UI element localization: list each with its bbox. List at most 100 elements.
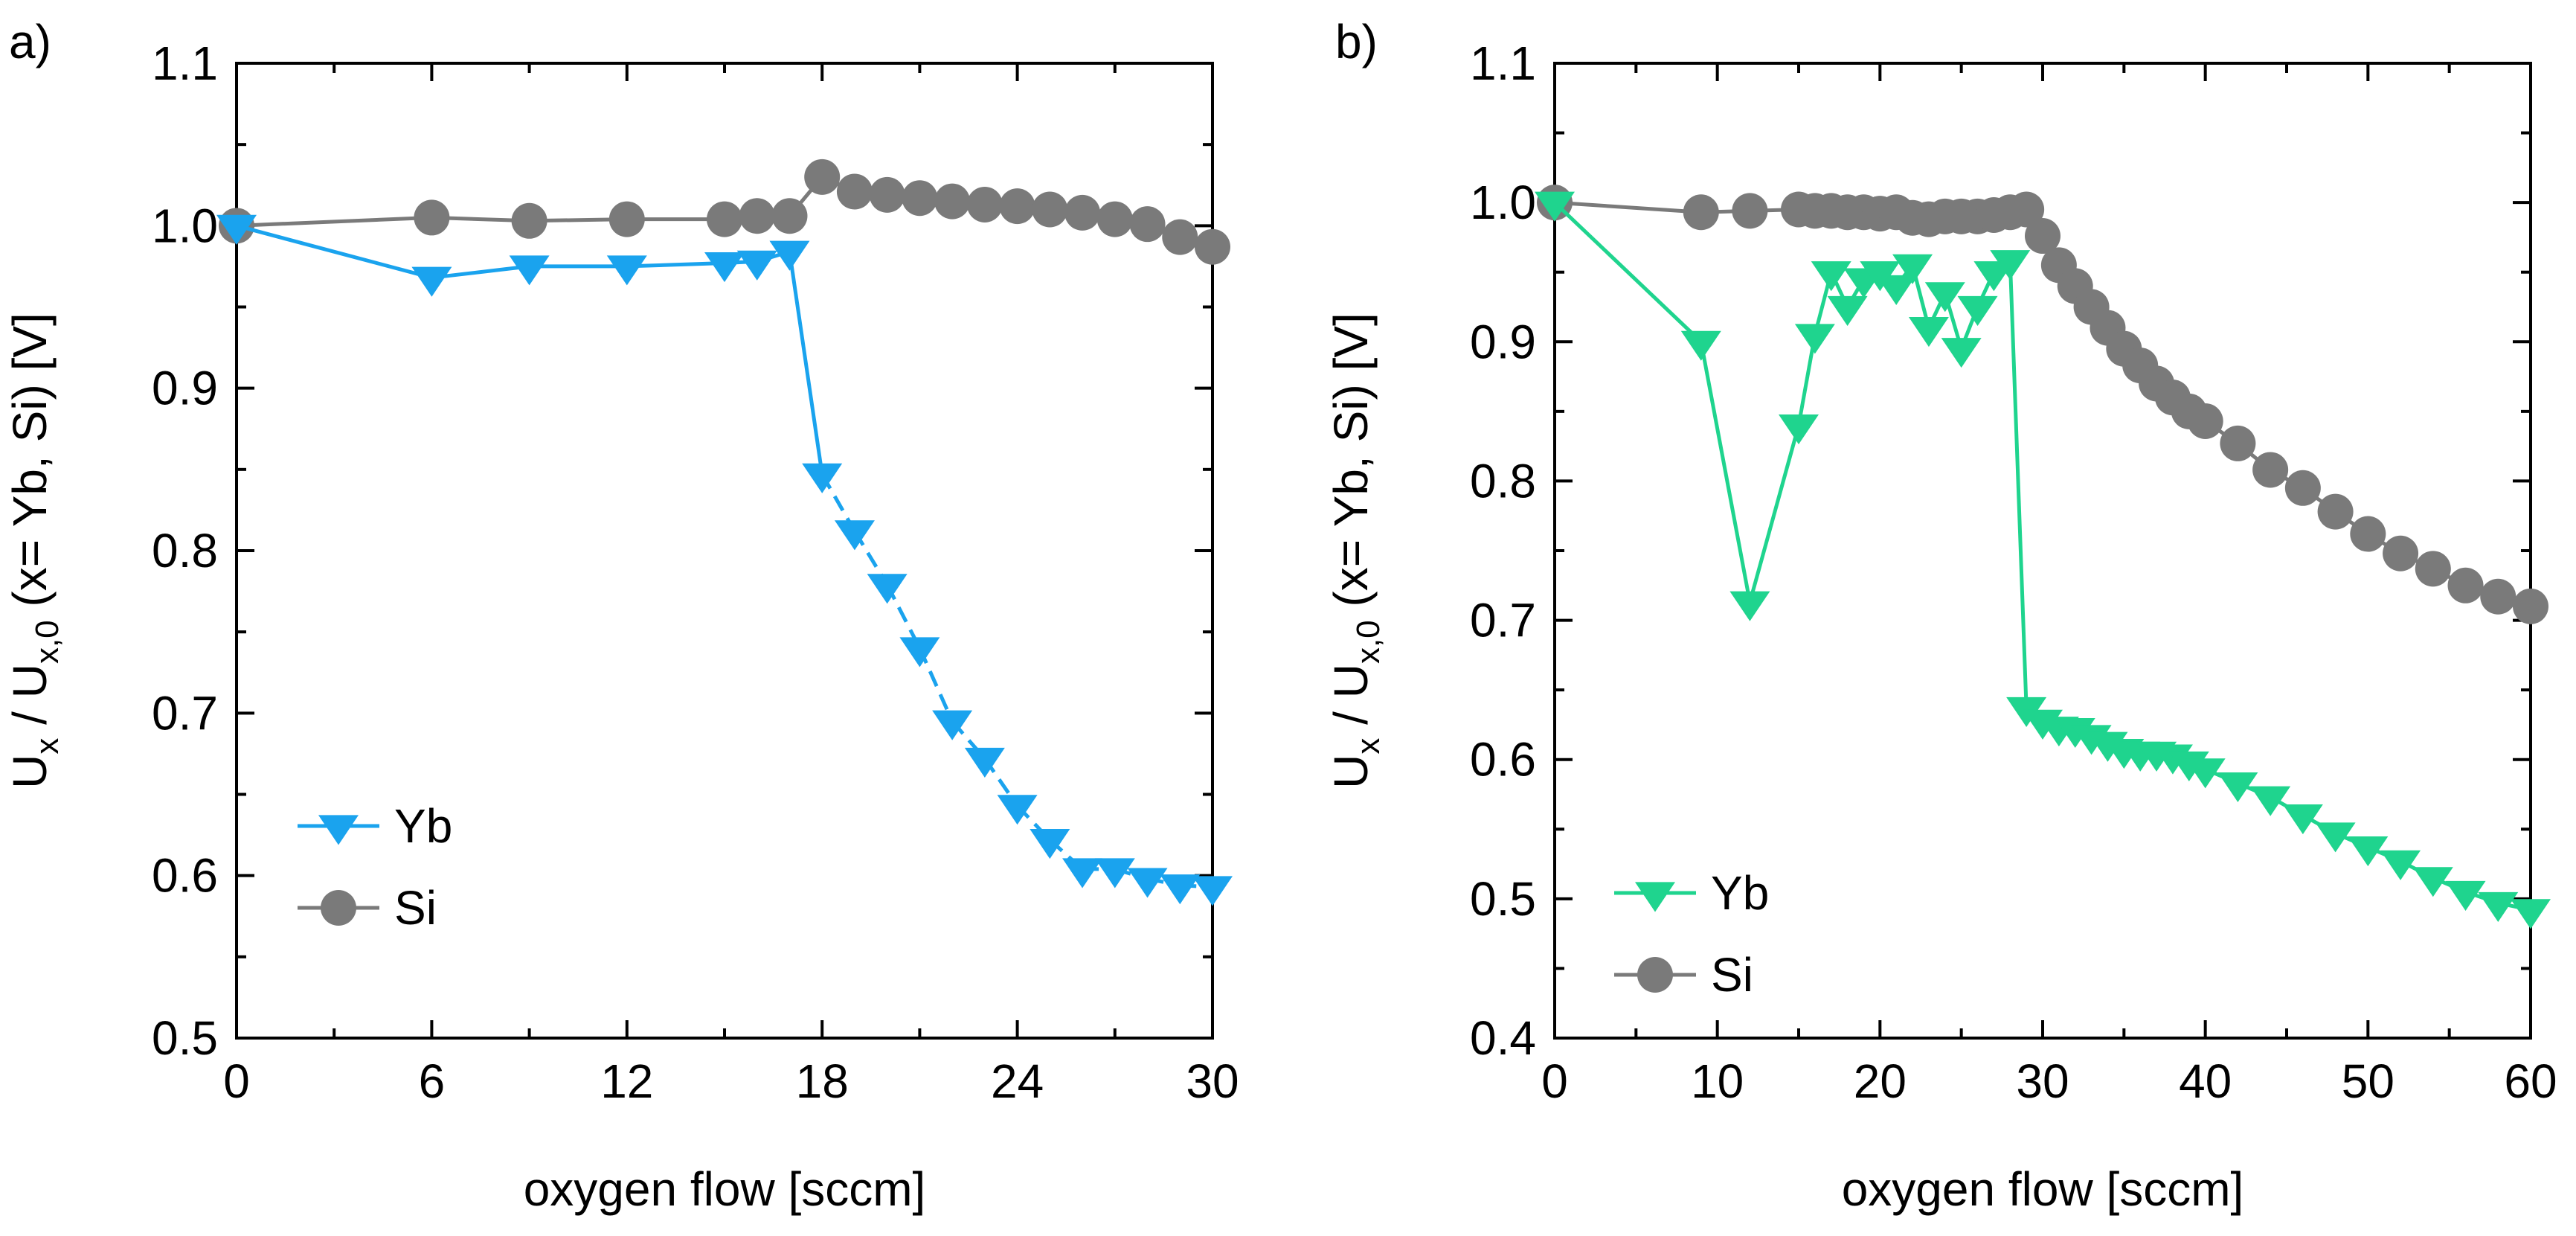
legend-marker-yb bbox=[318, 815, 359, 845]
data-point-si bbox=[707, 201, 742, 237]
y-tick-label: 0.8 bbox=[152, 524, 218, 577]
legend-marker-yb bbox=[1635, 882, 1675, 912]
x-tick-label: 10 bbox=[1691, 1054, 1744, 1108]
data-point-si bbox=[934, 183, 971, 220]
y-axis-title: Ux / Ux,0 (x= Yb, Si) [V] bbox=[3, 313, 65, 789]
series-si bbox=[1537, 185, 2548, 624]
data-point-si bbox=[2383, 535, 2419, 571]
series-line-segment bbox=[1796, 334, 1817, 426]
data-point-yb bbox=[1811, 261, 1851, 292]
series-line-segment bbox=[1553, 201, 1703, 344]
legend-label-si: Si bbox=[1711, 948, 1753, 1002]
panel-label: b) bbox=[1335, 15, 1378, 68]
data-point-yb bbox=[1990, 250, 2031, 281]
data-point-yb bbox=[704, 252, 745, 283]
data-point-yb bbox=[1160, 874, 1201, 905]
y-tick-label: 0.5 bbox=[152, 1011, 218, 1065]
data-point-yb bbox=[867, 574, 908, 604]
data-point-yb bbox=[1794, 324, 1835, 354]
data-point-si bbox=[739, 198, 775, 234]
data-point-yb bbox=[1127, 868, 1168, 898]
data-point-yb bbox=[997, 795, 1038, 825]
legend-marker-si bbox=[1637, 957, 1673, 993]
data-point-si bbox=[608, 201, 645, 237]
data-point-si bbox=[999, 188, 1035, 225]
y-tick-label: 0.5 bbox=[1470, 872, 1536, 926]
legend-label-si: Si bbox=[394, 881, 437, 935]
series-line-segment bbox=[787, 251, 824, 475]
data-point-yb bbox=[2511, 899, 2551, 929]
y-tick-label: 1.0 bbox=[1470, 176, 1536, 229]
data-point-si bbox=[869, 176, 905, 213]
data-point-si bbox=[2008, 191, 2045, 228]
data-point-si bbox=[1195, 228, 1230, 265]
y-tick-label: 0.6 bbox=[152, 849, 218, 903]
data-point-yb bbox=[769, 240, 810, 271]
series-line-segment bbox=[236, 215, 432, 228]
x-tick-label: 40 bbox=[2179, 1054, 2232, 1108]
y-tick-label: 1.0 bbox=[152, 199, 218, 252]
data-point-yb bbox=[1094, 858, 1135, 888]
data-point-yb bbox=[2380, 850, 2421, 880]
y-tick-label: 1.1 bbox=[152, 36, 218, 90]
x-tick-label: 0 bbox=[1541, 1054, 1568, 1108]
series-line-segment bbox=[1747, 424, 1801, 603]
data-point-si bbox=[1064, 194, 1101, 231]
data-point-si bbox=[511, 202, 547, 239]
data-point-si bbox=[2415, 551, 2451, 587]
series-line-segment bbox=[1699, 341, 1752, 603]
series-line-segment bbox=[1554, 200, 1701, 214]
data-point-si bbox=[2513, 588, 2548, 624]
data-point-yb bbox=[1941, 338, 1982, 368]
data-point-si bbox=[2284, 470, 2321, 506]
data-point-si bbox=[2252, 452, 2289, 488]
data-point-yb bbox=[1876, 275, 1917, 305]
data-point-yb bbox=[1030, 829, 1070, 859]
y-tick-label: 0.4 bbox=[1470, 1011, 1536, 1065]
series-yb bbox=[216, 214, 1233, 906]
series-line-segment bbox=[2008, 260, 2029, 708]
x-tick-label: 20 bbox=[1854, 1054, 1907, 1108]
data-point-yb bbox=[2445, 880, 2486, 912]
legend-label-yb: Yb bbox=[1711, 866, 1769, 920]
data-point-yb bbox=[2250, 786, 2291, 816]
data-point-yb bbox=[899, 637, 940, 667]
series-line-segment bbox=[236, 223, 433, 280]
x-tick-label: 0 bbox=[223, 1054, 250, 1108]
data-point-yb bbox=[1924, 282, 1965, 313]
panel-label: a) bbox=[9, 15, 51, 68]
data-point-yb bbox=[1062, 858, 1103, 888]
data-point-yb bbox=[1192, 876, 1233, 906]
y-tick-label: 0.8 bbox=[1470, 454, 1536, 507]
y-axis-title: Ux / Ux,0 (x= Yb, Si) [V] bbox=[1324, 313, 1387, 789]
data-point-yb bbox=[1680, 330, 1721, 361]
data-point-si bbox=[836, 173, 873, 210]
data-point-si bbox=[771, 198, 808, 234]
data-point-yb bbox=[1729, 591, 1770, 621]
series-line-segment bbox=[626, 261, 725, 269]
data-point-si bbox=[2447, 567, 2484, 603]
data-point-yb bbox=[964, 747, 1005, 778]
series-line-segment bbox=[918, 647, 954, 723]
x-axis-title: oxygen flow [sccm] bbox=[1842, 1162, 2244, 1216]
data-point-yb bbox=[2478, 891, 2519, 922]
data-point-yb bbox=[2185, 758, 2226, 789]
y-tick-label: 0.9 bbox=[1470, 315, 1536, 368]
data-point-yb bbox=[1957, 295, 1998, 327]
x-tick-label: 50 bbox=[2342, 1054, 2394, 1108]
data-point-yb bbox=[1827, 295, 1868, 327]
y-tick-label: 0.6 bbox=[1470, 733, 1536, 787]
x-tick-label: 12 bbox=[600, 1054, 653, 1108]
data-point-yb bbox=[216, 214, 257, 245]
x-tick-label: 30 bbox=[1186, 1054, 1239, 1108]
x-tick-label: 60 bbox=[2504, 1054, 2557, 1108]
data-point-yb bbox=[2348, 836, 2389, 867]
x-tick-label: 18 bbox=[796, 1054, 849, 1108]
data-point-yb bbox=[2412, 867, 2453, 897]
data-point-yb bbox=[2282, 804, 2323, 835]
data-point-si bbox=[1162, 219, 1198, 255]
data-point-yb bbox=[1892, 254, 1933, 284]
data-point-yb bbox=[1535, 191, 1575, 222]
data-point-yb bbox=[2315, 822, 2356, 853]
